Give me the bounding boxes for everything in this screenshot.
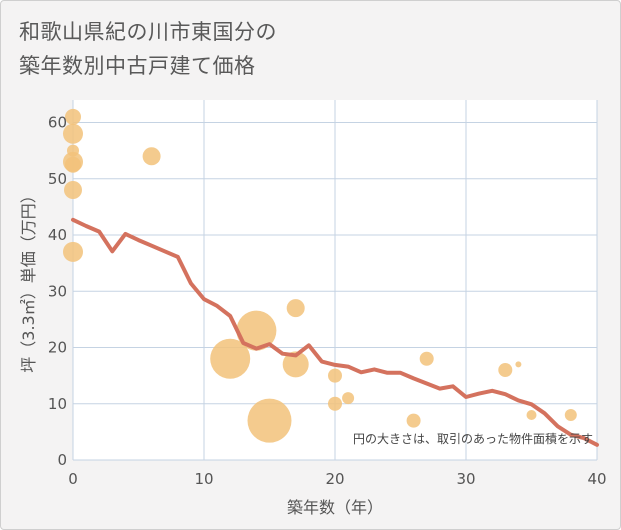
- bubble-point: [142, 147, 161, 166]
- bubble-point: [328, 396, 342, 411]
- chart-title: 和歌山県紀の川市東国分の 築年数別中古戸建て価格: [19, 15, 419, 83]
- x-tick-label: 40: [587, 470, 606, 488]
- bubble-size-note: 円の大きさは、取引のあった物件面積を示す: [353, 431, 593, 446]
- y-tick-label: 10: [48, 395, 67, 413]
- y-tick-label: 0: [57, 451, 67, 469]
- bubble-point: [515, 361, 522, 368]
- y-tick-label: 60: [48, 114, 67, 132]
- y-tick-label: 50: [48, 170, 67, 188]
- x-axis-label: 築年数（年）: [287, 498, 383, 517]
- bubble-point: [328, 368, 342, 383]
- x-tick-label: 0: [68, 470, 78, 488]
- bubble-point: [406, 413, 421, 428]
- average-line: [71, 217, 599, 447]
- bubble-point: [282, 351, 309, 378]
- bubble-point: [63, 241, 83, 262]
- tick-labels: 0 10 20 30 40 0 10 20 30 40 50 60: [48, 114, 607, 489]
- bubble-point: [342, 392, 355, 405]
- y-tick-label: 30: [48, 282, 67, 300]
- bubble-point: [419, 351, 434, 366]
- average-price-line: [71, 217, 599, 447]
- bubble-point: [236, 310, 277, 351]
- bubble-point: [65, 108, 81, 125]
- bubble-point: [526, 410, 537, 420]
- bubble-point: [65, 156, 81, 173]
- x-tick-label: 20: [325, 470, 344, 488]
- y-tick-label: 40: [48, 226, 67, 244]
- bubble-point: [286, 299, 305, 318]
- bubble-point: [210, 338, 251, 379]
- bubble-point: [63, 123, 83, 144]
- x-tick-label: 10: [194, 470, 213, 488]
- bubble-point: [247, 398, 292, 443]
- bubble-series: [63, 108, 577, 443]
- bubble-point: [498, 363, 513, 377]
- y-tick-label: 20: [48, 339, 67, 357]
- bubble-point: [64, 181, 82, 199]
- chart-title-line-1: 和歌山県紀の川市東国分の: [19, 20, 277, 44]
- bubble-point: [564, 409, 577, 421]
- x-tick-label: 30: [456, 470, 475, 488]
- y-axis-label: 坪（3.3㎡）単価（万円）: [19, 187, 38, 372]
- chart-title-line-2: 築年数別中古戸建て価格: [19, 54, 256, 78]
